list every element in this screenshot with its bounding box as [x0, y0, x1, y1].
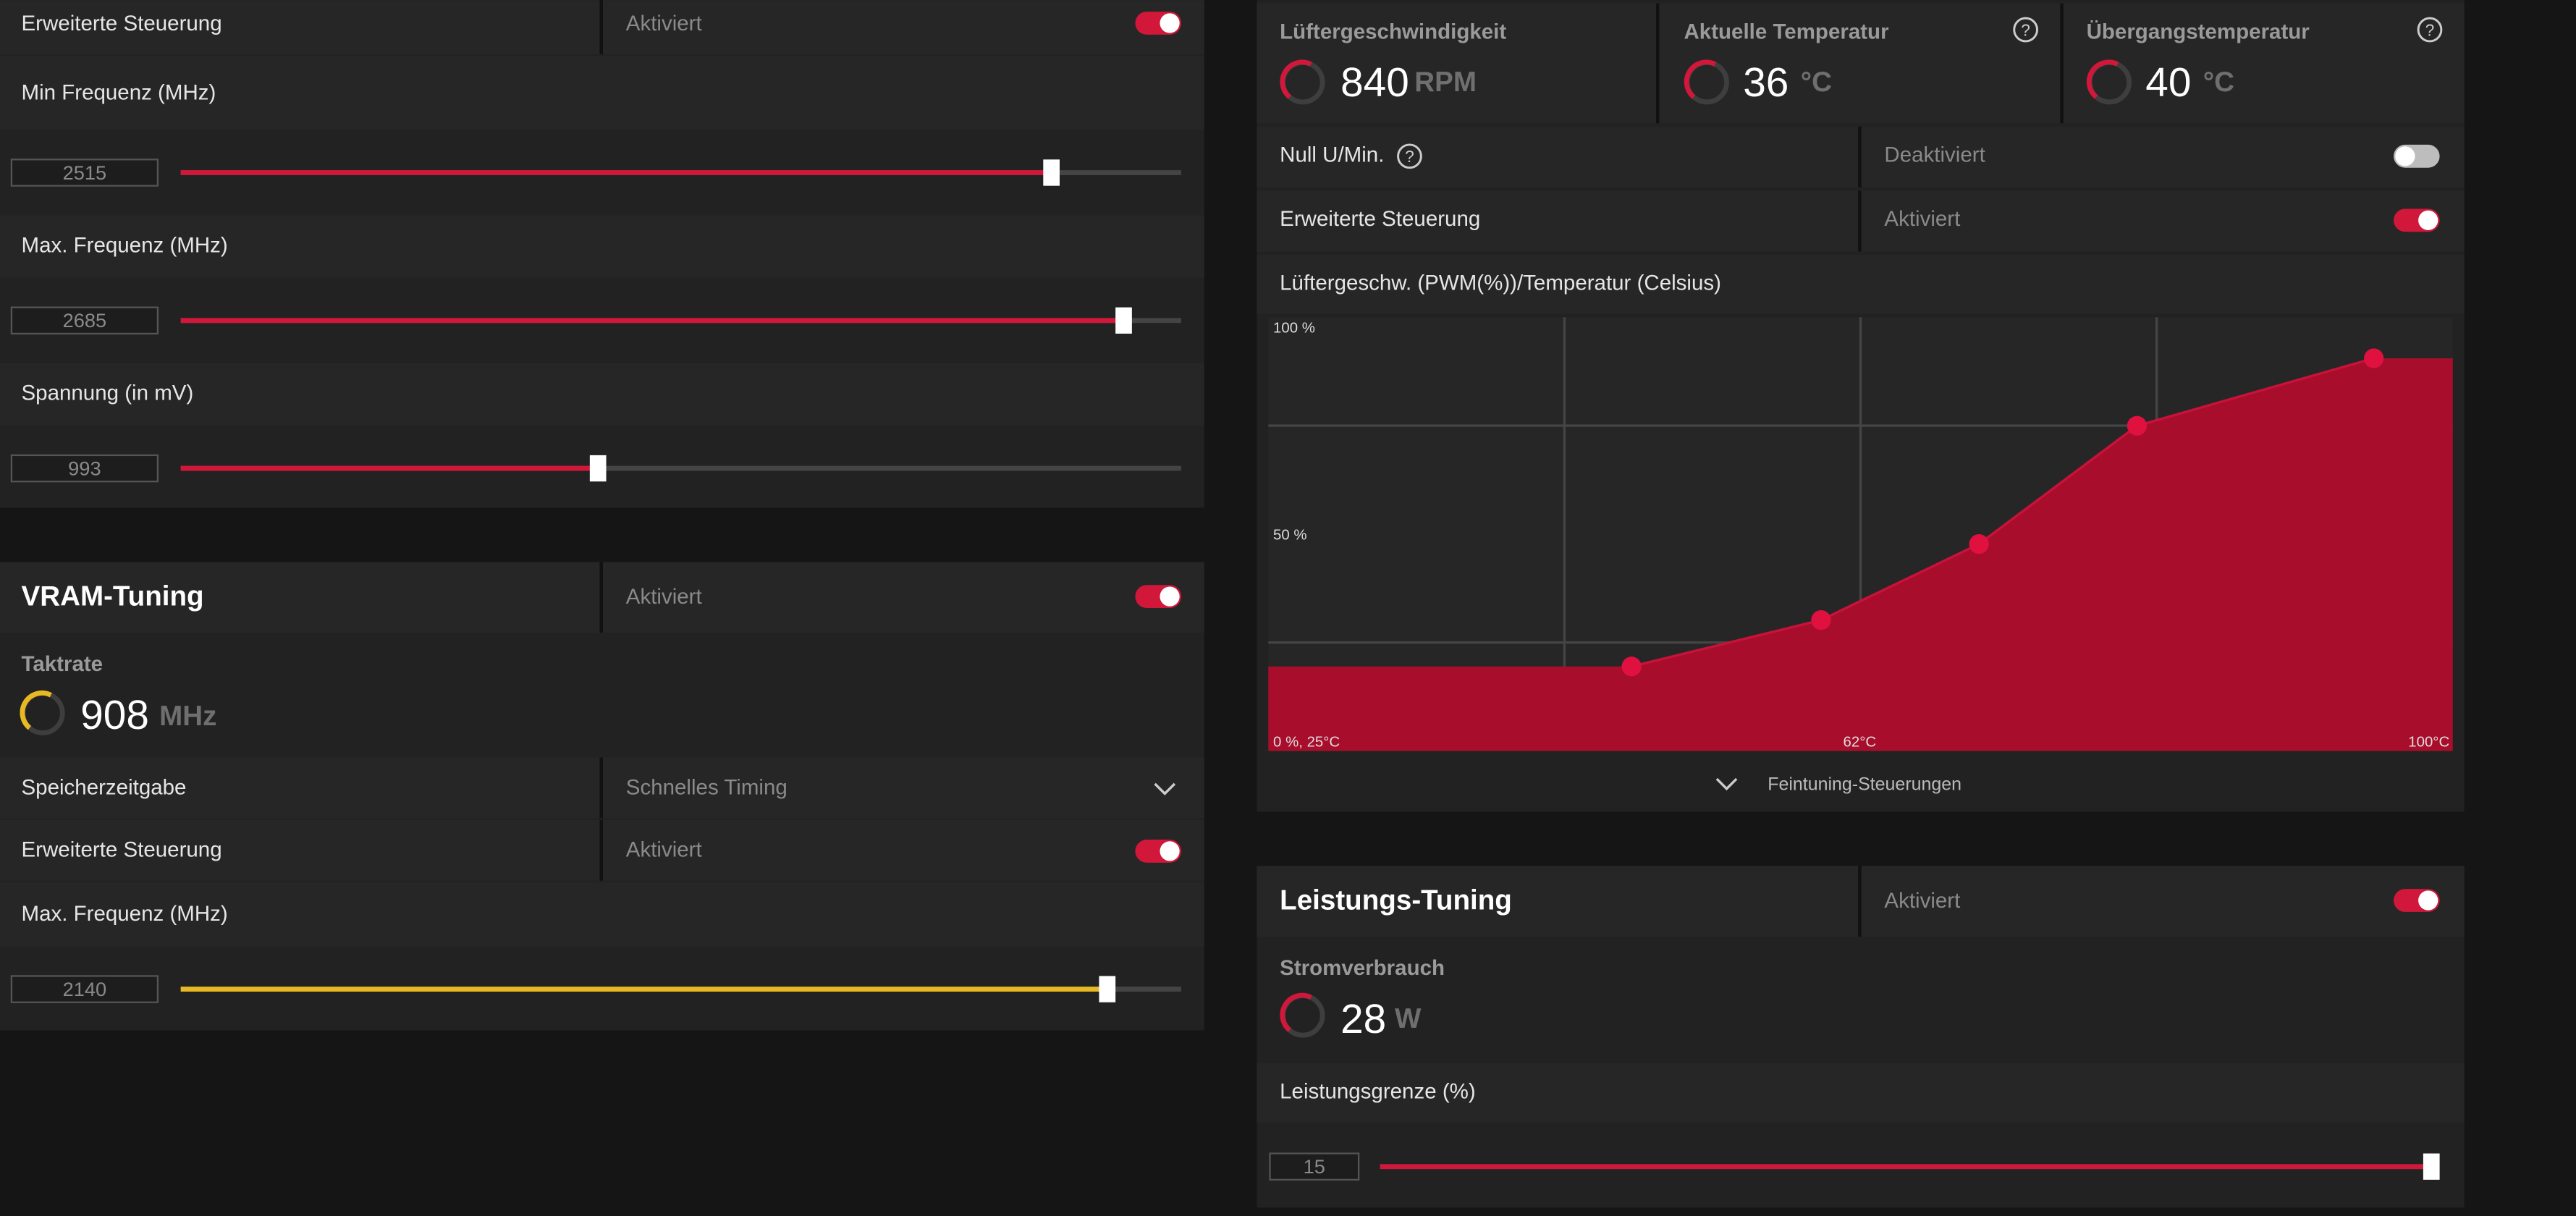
- curve-point[interactable]: [2127, 415, 2147, 436]
- toggle-knob[interactable]: [2418, 890, 2438, 911]
- row-state: Aktiviert: [1884, 889, 1960, 913]
- x-axis-label: 100°C: [2408, 735, 2449, 751]
- value-box-text: 993: [68, 457, 101, 480]
- row-label: Speicherzeitgabe: [22, 775, 187, 799]
- panel-row: [1257, 254, 2465, 314]
- toggle-knob[interactable]: [2395, 146, 2415, 166]
- x-axis-label: 62°C: [1844, 735, 1877, 751]
- gauge-arc: [2086, 59, 2119, 99]
- toggle-knob[interactable]: [1160, 13, 1180, 33]
- gauge-arc: [1280, 59, 1312, 99]
- curve-point[interactable]: [1969, 534, 1989, 554]
- gauge-arc: [1280, 992, 1312, 1032]
- stat-unit: RPM: [1414, 67, 1477, 98]
- stat-label: Aktuelle Temperatur: [1684, 20, 1890, 43]
- row-state: Deaktiviert: [1884, 143, 1985, 167]
- toggle-knob[interactable]: [1160, 841, 1180, 861]
- row-label: Erweiterte Steuerung: [22, 838, 222, 862]
- row-state: Aktiviert: [626, 585, 702, 609]
- stat-unit: MHz: [159, 701, 216, 732]
- value-box-text: 2515: [63, 161, 107, 184]
- row-label: Spannung (in mV): [22, 381, 194, 405]
- help-icon[interactable]: [2013, 17, 2038, 43]
- row-label: Leistungsgrenze (%): [1280, 1079, 1476, 1103]
- slider-thumb[interactable]: [589, 455, 607, 482]
- curve-point[interactable]: [1621, 656, 1642, 677]
- value-box[interactable]: [10, 159, 159, 187]
- help-mark: ?: [2021, 20, 2030, 39]
- dropdown-value: Schnelles Timing: [626, 775, 787, 799]
- row-label: Null U/Min.: [1280, 143, 1384, 167]
- panel-row: [0, 882, 1204, 947]
- stat-unit: °C: [1801, 67, 1832, 98]
- dropdown-chevron[interactable]: [1154, 782, 1176, 795]
- slider-thumb[interactable]: [1043, 159, 1060, 186]
- stat-unit: W: [1395, 1003, 1422, 1034]
- gauge-arc: [20, 690, 52, 730]
- value-box-text: 2685: [63, 309, 107, 332]
- value-box[interactable]: [10, 975, 159, 1003]
- stat-unit: °C: [2203, 67, 2234, 98]
- stat-value: 36: [1743, 60, 1789, 106]
- toggle-knob[interactable]: [2418, 210, 2438, 230]
- row-state: Aktiviert: [1884, 207, 1960, 231]
- value-box[interactable]: [1269, 1152, 1360, 1181]
- stat-value: 840: [1340, 60, 1409, 106]
- row-label: Max. Frequenz (MHz): [22, 902, 228, 926]
- help-icon[interactable]: [2417, 17, 2443, 43]
- stat-value: 40: [2145, 60, 2191, 106]
- gauge-arc: [1684, 59, 1717, 99]
- row-label: Erweiterte Steuerung: [22, 12, 222, 35]
- panel-row: [0, 215, 1204, 278]
- stat-value: 28: [1340, 997, 1386, 1042]
- expand-chevron[interactable]: [1715, 777, 1738, 791]
- stat-value: 908: [80, 693, 149, 738]
- value-box-text: 2140: [63, 978, 107, 1000]
- panel-row: [0, 56, 1204, 130]
- y-axis-label: 50 %: [1273, 528, 1307, 544]
- panel-row: [1257, 1063, 2465, 1123]
- value-box-text: 15: [1304, 1155, 1325, 1178]
- toggle-knob[interactable]: [1160, 586, 1180, 607]
- help-mark: ?: [1405, 147, 1414, 166]
- curve-point[interactable]: [1811, 610, 1831, 630]
- panel-row: [0, 363, 1204, 426]
- chart-title: Lüftergeschw. (PWM(%))/Temperatur (Celsi…: [1280, 271, 1721, 295]
- curve-area: [1268, 358, 2453, 751]
- expand-link[interactable]: Feintuning-Steuerungen: [1768, 774, 1961, 795]
- slider-thumb[interactable]: [1099, 976, 1116, 1002]
- row-state: Aktiviert: [626, 12, 702, 35]
- slider-thumb[interactable]: [2423, 1153, 2440, 1180]
- stat-label: Übergangstemperatur: [2087, 20, 2310, 43]
- help-icon[interactable]: [1397, 143, 1422, 169]
- panel-title: VRAM-Tuning: [22, 581, 204, 612]
- stat-label: Taktrate: [22, 652, 104, 676]
- row-label: Max. Frequenz (MHz): [22, 233, 228, 257]
- row-state: Aktiviert: [626, 838, 702, 862]
- value-box[interactable]: [10, 306, 159, 335]
- curve-point[interactable]: [2364, 348, 2384, 368]
- y-axis-label: 100 %: [1273, 321, 1315, 337]
- stat-label: Lüftergeschwindigkeit: [1280, 20, 1506, 43]
- value-box[interactable]: [10, 454, 159, 483]
- panel-title: Leistungs-Tuning: [1280, 884, 1512, 916]
- panel-row: [1257, 3, 2465, 124]
- stat-label: Stromverbrauch: [1280, 956, 1445, 980]
- help-mark: ?: [2425, 20, 2435, 39]
- x-axis-label: 0 %, 25°C: [1273, 735, 1340, 751]
- slider-thumb[interactable]: [1115, 307, 1132, 334]
- row-label: Min Frequenz (MHz): [22, 80, 216, 104]
- row-label: Erweiterte Steuerung: [1280, 207, 1480, 231]
